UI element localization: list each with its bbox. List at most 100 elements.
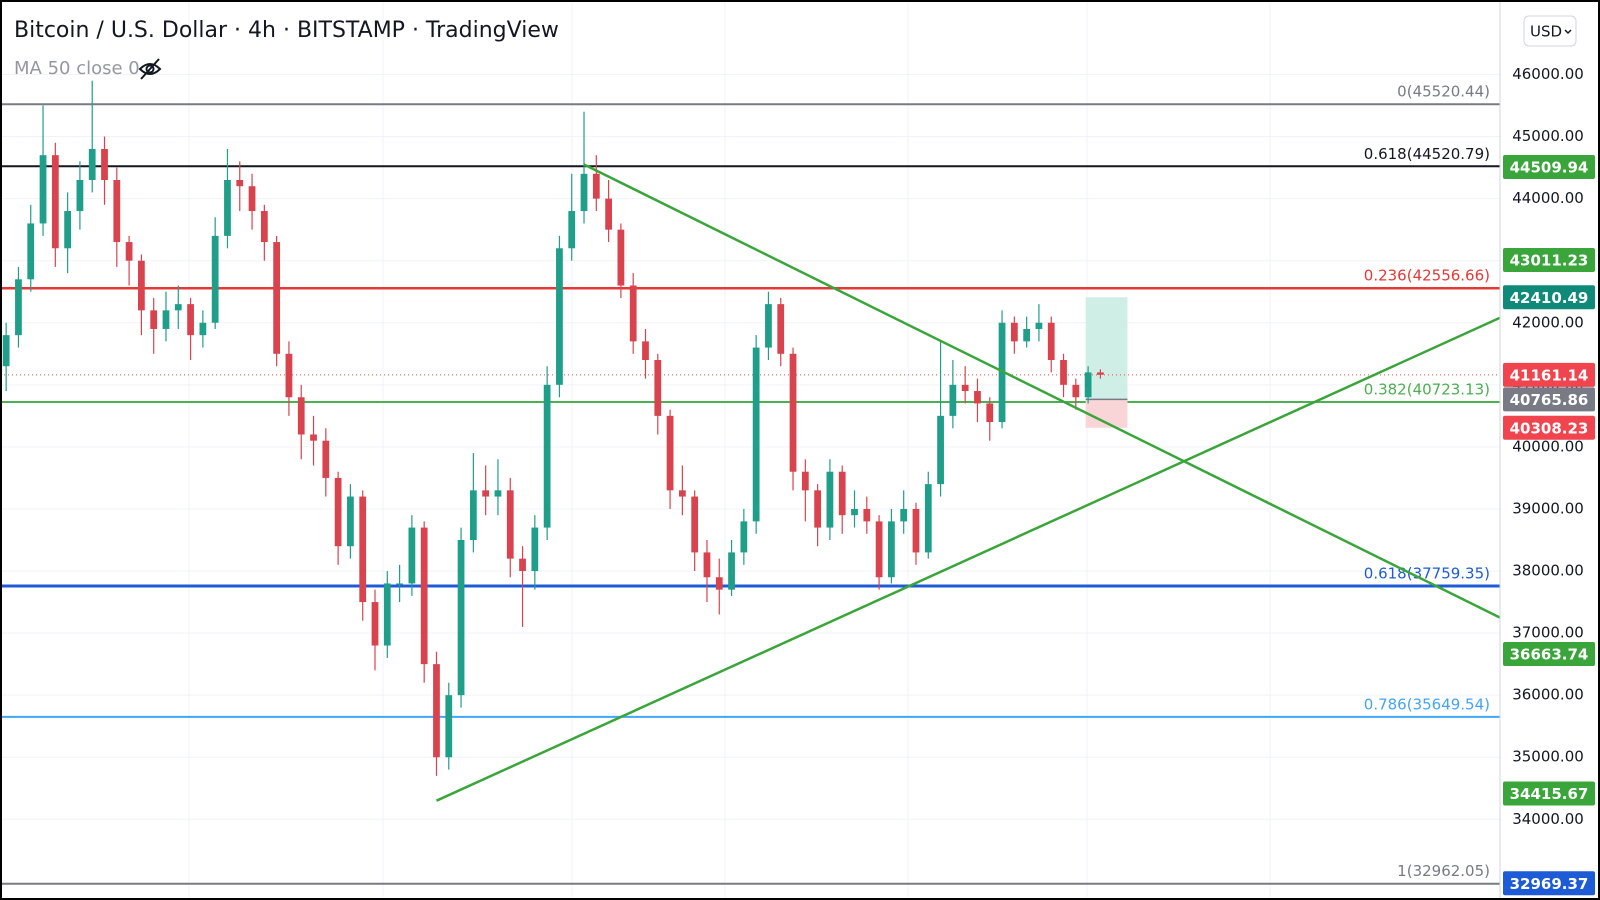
candle-body [912,508,920,553]
fib-label: 0.618(37759.35) [1364,564,1490,582]
candle-body [826,471,834,528]
candle-body [334,477,342,547]
price-tag-label: 44509.94 [1510,158,1589,176]
candle-body [814,490,822,528]
fib-label: 0.382(40723.13) [1364,381,1490,399]
candle-body [986,403,994,423]
candle-body [420,527,428,665]
candle-body [617,229,625,286]
candle-body [494,490,502,497]
candle-body [248,186,256,212]
currency-button[interactable]: USD [1523,15,1577,47]
candle-body [310,434,317,441]
candle-body [236,180,244,187]
candle-body [765,304,772,348]
candle-body [728,552,735,590]
candle-body [1084,372,1092,398]
candle-body [642,341,649,360]
candle-body [88,148,96,180]
candle-body [64,211,72,249]
candle-body [1060,360,1067,385]
candle-body [888,521,895,578]
candle-body [27,223,35,280]
price-tag-label: 34415.67 [1510,785,1589,803]
candle-body [224,180,231,236]
y-tick-label: 42000.00 [1512,313,1584,331]
y-tick-label: 44000.00 [1512,189,1584,207]
candle-body [900,508,908,522]
candle-body [691,496,699,553]
y-tick-label: 36000.00 [1512,686,1584,704]
candle-body [15,279,22,336]
candle-body [1047,322,1055,360]
candle-body [359,496,367,603]
candle-body [260,211,268,243]
candle-body [777,304,785,354]
candle-body [174,304,182,311]
time-grid [188,0,1271,900]
candle-body [801,471,809,491]
candle-body [2,335,10,367]
candle-body [297,397,305,435]
indicator-label: MA 50 close 0 [14,58,140,79]
candle-body [949,384,957,416]
y-tick-label: 46000.00 [1512,65,1584,83]
trendline [583,163,1501,619]
candle-body [605,198,612,230]
candle-body [875,521,883,578]
chart-title: Bitcoin / U.S. Dollar · 4h · BITSTAMP · … [14,18,559,43]
candle-body [285,353,293,398]
candle-body [396,583,403,585]
fib-label: 0.786(35649.54) [1364,695,1490,713]
candle-body [678,490,686,497]
visibility-icon[interactable] [138,58,162,80]
fib-label: 0.236(42556.66) [1364,267,1490,285]
candle-body [383,583,391,646]
price-tag [1503,641,1595,666]
candle-body [162,310,170,329]
candle-body [273,242,281,354]
candle-body [347,496,354,547]
target-zone [1085,297,1128,400]
price-tag [1503,154,1595,179]
fib-label: 0.618(44520.79) [1364,145,1490,163]
y-tick-label: 45000.00 [1512,127,1584,145]
candle-body [543,384,551,528]
candle-body [113,180,121,243]
candle-body [556,248,563,385]
candle-body [924,484,932,553]
fib-label: 0(45520.44) [1397,83,1490,101]
y-tick-label: 37000.00 [1512,624,1584,642]
candle-body [1010,322,1018,342]
price-tag [1503,415,1595,440]
candle-body [531,527,539,572]
candle-body [408,527,416,584]
fib-label: 1(32962.05) [1397,862,1490,880]
candle-body [740,521,748,553]
candle-body [703,552,711,578]
candle-body [1097,372,1104,375]
candle-body [150,310,158,329]
candle-body [568,211,576,249]
price-tag [1503,387,1595,412]
candle-body [51,155,59,249]
candle-body [715,577,723,590]
price-tag-label: 42410.49 [1510,289,1589,307]
price-axis [1500,0,1600,900]
currency-label: USD [1530,23,1562,41]
candle-body [974,391,981,404]
candle-body [445,695,453,758]
price-tag-label: 41161.14 [1510,366,1589,384]
price-tag [1503,285,1595,310]
price-tag [1503,362,1595,387]
candle-body [1035,322,1043,329]
candle-body [322,440,330,478]
candle-body [187,304,194,336]
price-tag-label: 43011.23 [1510,251,1589,269]
candle-body [482,490,490,497]
candle-body [39,155,47,224]
candle-body [1072,384,1080,398]
y-tick-label: 40000.00 [1512,437,1584,455]
candle-body [863,508,871,522]
